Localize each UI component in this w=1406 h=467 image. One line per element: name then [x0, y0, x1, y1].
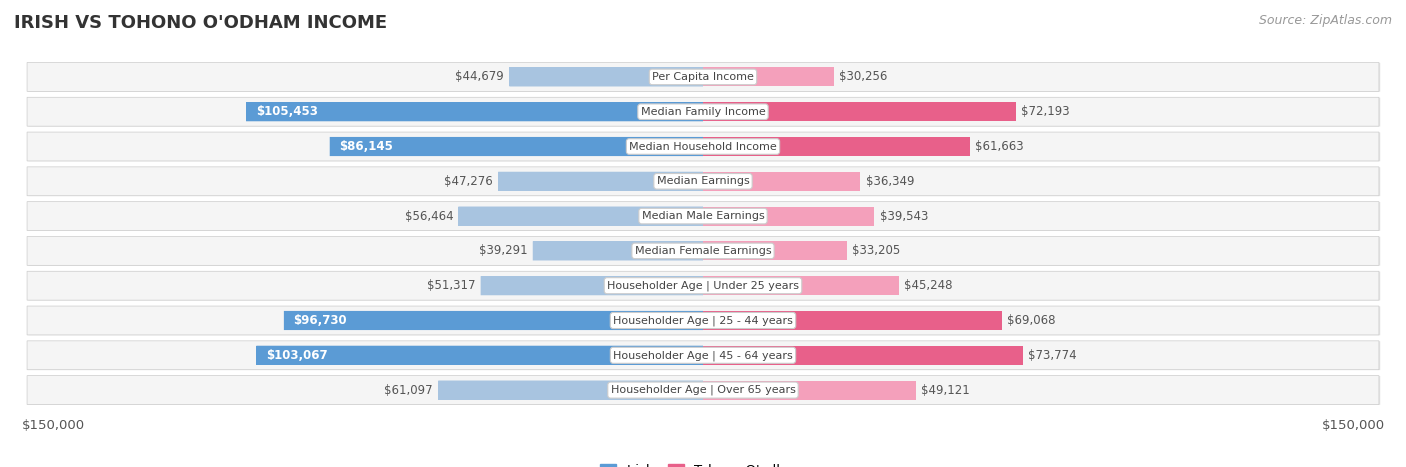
- Text: $33,205: $33,205: [852, 244, 900, 257]
- Text: Per Capita Income: Per Capita Income: [652, 72, 754, 82]
- Text: $36,349: $36,349: [866, 175, 914, 188]
- Text: $45,248: $45,248: [904, 279, 953, 292]
- FancyBboxPatch shape: [28, 306, 1381, 335]
- Bar: [703, 137, 970, 156]
- Bar: [481, 276, 703, 295]
- Text: $86,145: $86,145: [339, 140, 394, 153]
- FancyBboxPatch shape: [27, 132, 1379, 161]
- Bar: [458, 206, 703, 226]
- FancyBboxPatch shape: [27, 97, 1379, 126]
- Bar: [703, 381, 915, 400]
- Bar: [703, 102, 1015, 121]
- Bar: [246, 102, 703, 121]
- Bar: [703, 311, 1002, 330]
- Bar: [256, 346, 703, 365]
- Text: $103,067: $103,067: [266, 349, 328, 362]
- FancyBboxPatch shape: [246, 102, 703, 121]
- Text: $73,774: $73,774: [1028, 349, 1077, 362]
- Text: Householder Age | 25 - 44 years: Householder Age | 25 - 44 years: [613, 315, 793, 326]
- FancyBboxPatch shape: [28, 341, 1381, 370]
- Bar: [703, 206, 875, 226]
- Bar: [703, 276, 898, 295]
- FancyBboxPatch shape: [28, 376, 1381, 405]
- Text: Median Family Income: Median Family Income: [641, 107, 765, 117]
- FancyBboxPatch shape: [27, 375, 1379, 404]
- FancyBboxPatch shape: [284, 311, 703, 330]
- FancyBboxPatch shape: [27, 306, 1379, 335]
- Text: Householder Age | Under 25 years: Householder Age | Under 25 years: [607, 281, 799, 291]
- Text: Median Earnings: Median Earnings: [657, 177, 749, 186]
- Text: Householder Age | 45 - 64 years: Householder Age | 45 - 64 years: [613, 350, 793, 361]
- FancyBboxPatch shape: [28, 167, 1381, 196]
- FancyBboxPatch shape: [458, 206, 703, 226]
- Bar: [533, 241, 703, 261]
- Text: Source: ZipAtlas.com: Source: ZipAtlas.com: [1258, 14, 1392, 27]
- FancyBboxPatch shape: [256, 346, 703, 365]
- Text: $69,068: $69,068: [1008, 314, 1056, 327]
- Bar: [439, 381, 703, 400]
- Legend: Irish, Tohono O'odham: Irish, Tohono O'odham: [595, 459, 811, 467]
- FancyBboxPatch shape: [28, 272, 1381, 300]
- Text: $47,276: $47,276: [444, 175, 494, 188]
- Bar: [703, 67, 834, 86]
- FancyBboxPatch shape: [330, 137, 703, 156]
- Text: Median Female Earnings: Median Female Earnings: [634, 246, 772, 256]
- Text: $44,679: $44,679: [456, 71, 505, 84]
- FancyBboxPatch shape: [533, 241, 703, 261]
- Bar: [703, 346, 1022, 365]
- Text: $72,193: $72,193: [1021, 105, 1070, 118]
- Bar: [703, 241, 846, 261]
- FancyBboxPatch shape: [28, 133, 1381, 161]
- FancyBboxPatch shape: [509, 67, 703, 86]
- Text: $30,256: $30,256: [839, 71, 887, 84]
- FancyBboxPatch shape: [27, 271, 1379, 300]
- FancyBboxPatch shape: [27, 63, 1379, 92]
- Text: $39,291: $39,291: [479, 244, 527, 257]
- Text: $61,663: $61,663: [976, 140, 1024, 153]
- FancyBboxPatch shape: [28, 63, 1381, 92]
- Text: $49,121: $49,121: [921, 383, 970, 396]
- Text: IRISH VS TOHONO O'ODHAM INCOME: IRISH VS TOHONO O'ODHAM INCOME: [14, 14, 387, 32]
- Text: $96,730: $96,730: [294, 314, 347, 327]
- Text: Median Household Income: Median Household Income: [628, 142, 778, 151]
- FancyBboxPatch shape: [27, 202, 1379, 231]
- Bar: [284, 311, 703, 330]
- Text: $51,317: $51,317: [427, 279, 475, 292]
- FancyBboxPatch shape: [27, 341, 1379, 370]
- Bar: [703, 172, 860, 191]
- FancyBboxPatch shape: [27, 167, 1379, 196]
- Text: Median Male Earnings: Median Male Earnings: [641, 211, 765, 221]
- FancyBboxPatch shape: [28, 98, 1381, 127]
- Text: $39,543: $39,543: [880, 210, 928, 223]
- Bar: [330, 137, 703, 156]
- Text: $56,464: $56,464: [405, 210, 453, 223]
- Text: $61,097: $61,097: [384, 383, 433, 396]
- FancyBboxPatch shape: [27, 236, 1379, 265]
- FancyBboxPatch shape: [498, 172, 703, 191]
- FancyBboxPatch shape: [28, 237, 1381, 266]
- FancyBboxPatch shape: [481, 276, 703, 295]
- Text: Householder Age | Over 65 years: Householder Age | Over 65 years: [610, 385, 796, 396]
- Text: $105,453: $105,453: [256, 105, 318, 118]
- FancyBboxPatch shape: [439, 381, 703, 400]
- Bar: [509, 67, 703, 86]
- FancyBboxPatch shape: [28, 202, 1381, 231]
- Bar: [498, 172, 703, 191]
